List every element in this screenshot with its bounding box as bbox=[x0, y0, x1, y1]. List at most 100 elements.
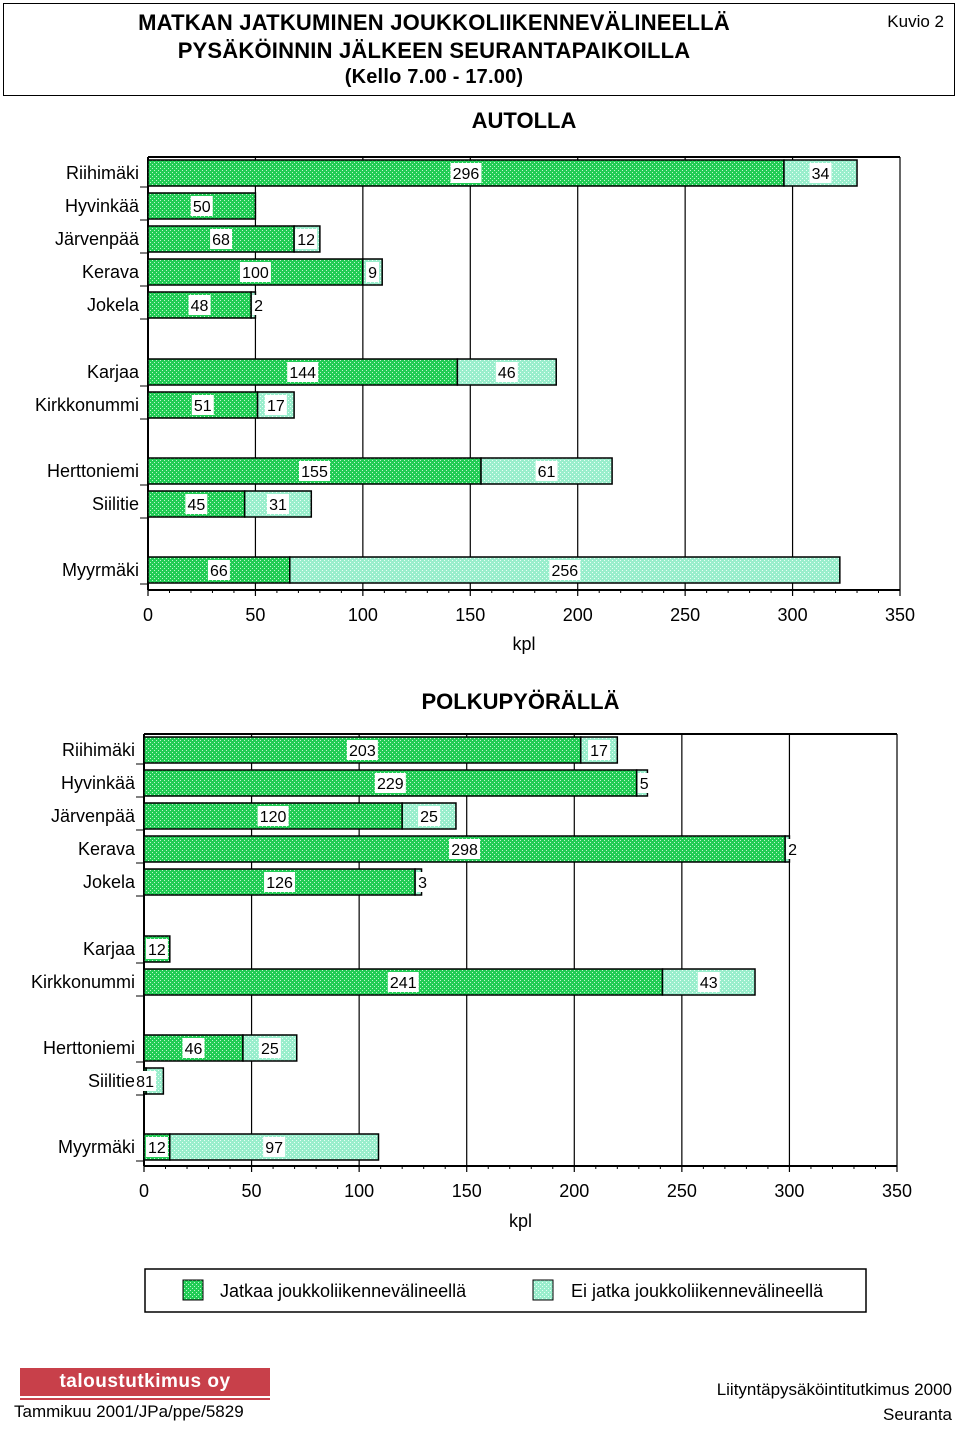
category-label: Herttoniemi bbox=[43, 1038, 135, 1058]
x-tick-label: 350 bbox=[882, 1181, 912, 1201]
value-label-bg bbox=[191, 395, 214, 415]
value-label-bg bbox=[418, 806, 441, 826]
footer-study-name: Liityntäpysäköintitutkimus 2000 bbox=[716, 1380, 952, 1399]
value-label-continues: 100 bbox=[242, 265, 269, 282]
value-label-bg bbox=[207, 560, 230, 580]
value-label-not-continues: 34 bbox=[812, 166, 830, 183]
category-label: Järvenpää bbox=[55, 229, 140, 249]
category-label: Herttoniemi bbox=[47, 461, 139, 481]
legend-label-not-continues: Ei jatka joukkoliikennevälineellä bbox=[571, 1281, 824, 1301]
value-label-not-continues: 17 bbox=[590, 743, 608, 760]
value-label-bg bbox=[637, 773, 651, 793]
value-label-bg bbox=[258, 1038, 281, 1058]
x-tick-label: 300 bbox=[774, 1181, 804, 1201]
x-tick-label: 0 bbox=[143, 605, 153, 625]
value-label-continues: 155 bbox=[301, 464, 328, 481]
x-tick-label: 50 bbox=[245, 605, 265, 625]
x-axis-label: kpl bbox=[509, 1211, 532, 1231]
x-tick-label: 250 bbox=[667, 1181, 697, 1201]
value-label-bg bbox=[185, 494, 208, 514]
value-label-bg bbox=[299, 461, 331, 481]
value-label-bg bbox=[588, 740, 611, 760]
value-label-bg bbox=[263, 1137, 286, 1157]
category-label: Myyrmäki bbox=[58, 1137, 135, 1157]
category-label: Karjaa bbox=[87, 362, 140, 382]
chart-title: AUTOLLA bbox=[472, 108, 577, 133]
title-line-2: PYSÄKÖINNIN JÄLKEEN SEURANTAPAIKOILLA bbox=[177, 38, 691, 63]
value-label-bg bbox=[264, 872, 296, 892]
legend-label-continues: Jatkaa joukkoliikennevälineellä bbox=[220, 1281, 467, 1301]
x-tick-label: 350 bbox=[885, 605, 915, 625]
value-label-bg bbox=[182, 1038, 205, 1058]
x-tick-label: 100 bbox=[348, 605, 378, 625]
category-label: Riihimäki bbox=[62, 740, 135, 760]
legend-swatch-not-continues bbox=[532, 1279, 554, 1301]
value-label-continues: 296 bbox=[453, 166, 480, 183]
value-label-continues: 241 bbox=[390, 975, 417, 992]
value-label-continues: 12 bbox=[148, 942, 166, 959]
category-label: Jokela bbox=[87, 295, 140, 315]
value-label-not-continues: 46 bbox=[498, 365, 516, 382]
value-label-not-continues: 256 bbox=[551, 563, 578, 580]
value-label-bg bbox=[257, 806, 289, 826]
x-tick-label: 0 bbox=[139, 1181, 149, 1201]
category-label: Kirkkonummi bbox=[35, 395, 139, 415]
footer-date-ref: Tammikuu 2001/JPa/ppe/5829 bbox=[14, 1402, 244, 1421]
category-label: Myyrmäki bbox=[62, 560, 139, 580]
value-label-not-continues: 25 bbox=[261, 1041, 279, 1058]
value-label-bg bbox=[697, 972, 720, 992]
value-label-continues: 298 bbox=[451, 842, 478, 859]
category-label: Karjaa bbox=[83, 939, 136, 959]
value-label-bg bbox=[190, 196, 213, 216]
value-label-bg bbox=[450, 163, 482, 183]
x-tick-label: 200 bbox=[563, 605, 593, 625]
value-label-bg bbox=[346, 740, 378, 760]
chart-polkupyoralla: POLKUPYÖRÄLLÄ 0 50 100 150 200 250 300 350 kpl Rii… bbox=[31, 689, 912, 1231]
value-label-bg bbox=[374, 773, 406, 793]
x-tick-label: 50 bbox=[242, 1181, 262, 1201]
value-label-bg bbox=[535, 461, 558, 481]
value-label-bg bbox=[145, 1137, 168, 1157]
x-tick-label: 250 bbox=[670, 605, 700, 625]
header-box: MATKAN JATKUMINEN JOUKKOLIIKENNEVÄLINEEL… bbox=[3, 3, 955, 96]
value-label-continues: 68 bbox=[212, 232, 230, 249]
value-label-bg bbox=[264, 395, 287, 415]
category-label: Kerava bbox=[82, 262, 140, 282]
legend: Jatkaa joukkoliikennevälineellä Ei jatka… bbox=[144, 1268, 867, 1313]
value-label-continues: 203 bbox=[349, 743, 376, 760]
value-label-continues: 50 bbox=[193, 199, 211, 216]
legend-frame bbox=[144, 1268, 867, 1313]
value-label-continues: 51 bbox=[194, 398, 212, 415]
value-label-continues: 120 bbox=[260, 809, 287, 826]
value-label-bg bbox=[366, 262, 380, 282]
category-label: Kirkkonummi bbox=[31, 972, 135, 992]
value-label-bg bbox=[145, 939, 168, 959]
category-label: Riihimäki bbox=[66, 163, 139, 183]
value-label-bg bbox=[549, 560, 581, 580]
value-label-bg bbox=[809, 163, 832, 183]
value-label-not-continues: 2 bbox=[788, 842, 797, 859]
footer-study-part: Seuranta bbox=[883, 1405, 952, 1424]
value-label-not-continues: 31 bbox=[269, 497, 287, 514]
category-label: Hyvinkää bbox=[61, 773, 136, 793]
category-label: Jokela bbox=[83, 872, 136, 892]
x-tick-label: 100 bbox=[344, 1181, 374, 1201]
value-label-bg bbox=[287, 362, 319, 382]
value-label-not-continues: 61 bbox=[538, 464, 556, 481]
value-label-not-continues: 25 bbox=[420, 809, 438, 826]
x-tick-label: 150 bbox=[452, 1181, 482, 1201]
value-label-bg bbox=[239, 262, 271, 282]
value-label-continues: 144 bbox=[289, 365, 316, 382]
category-label: Siilitie bbox=[92, 494, 139, 514]
title-line-3: (Kello 7.00 - 17.00) bbox=[344, 66, 524, 88]
value-label-bg bbox=[786, 839, 800, 859]
category-label: Järvenpää bbox=[51, 806, 136, 826]
x-tick-label: 200 bbox=[559, 1181, 589, 1201]
x-tick-label: 300 bbox=[778, 605, 808, 625]
value-label-bg bbox=[295, 229, 318, 249]
value-label-not-continues: 9 bbox=[368, 265, 377, 282]
value-label-continues: 45 bbox=[187, 497, 205, 514]
value-label-continues: 48 bbox=[191, 298, 209, 315]
